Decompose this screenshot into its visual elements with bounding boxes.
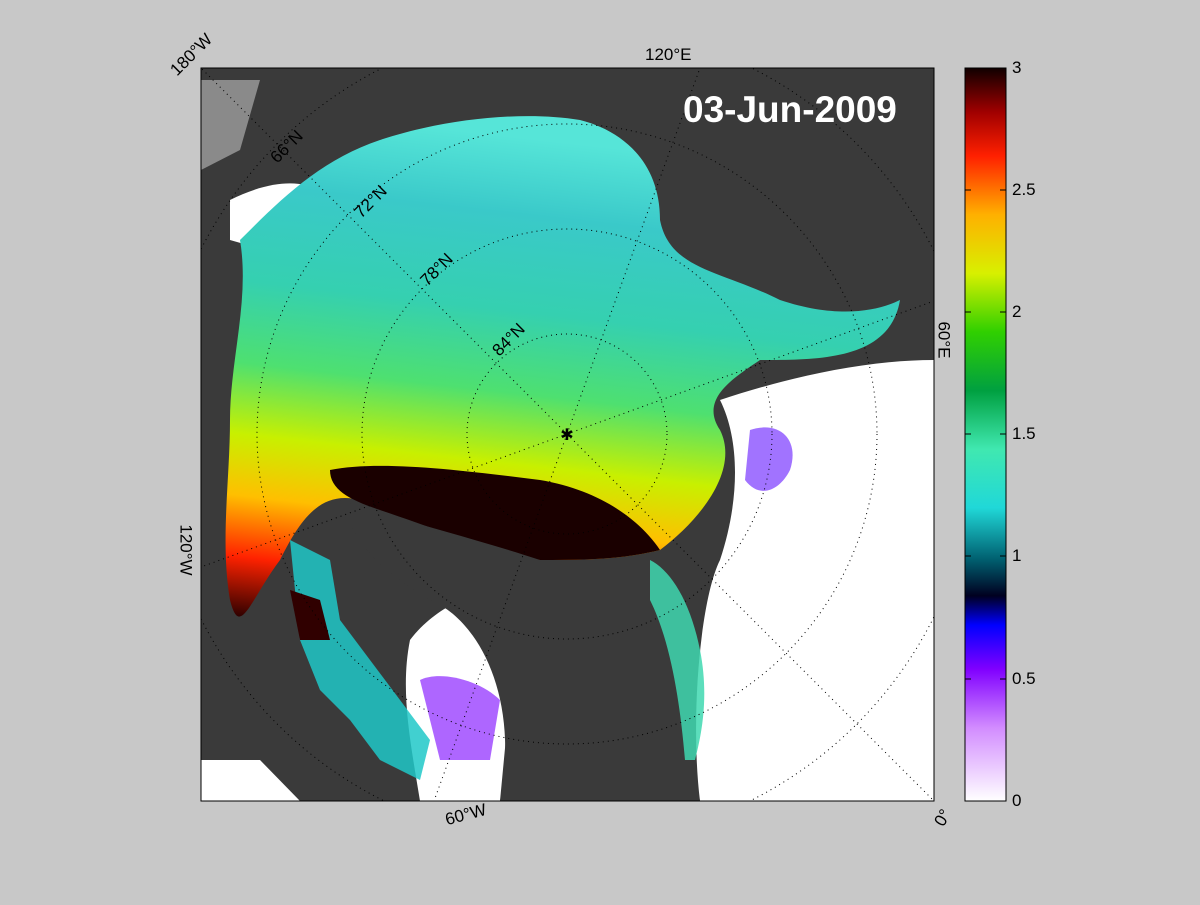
colorbar-tick-3: 3 (1012, 58, 1022, 77)
archipelago-thick-channel (290, 590, 330, 640)
colorbar-tick-1-5: 1.5 (1012, 424, 1036, 443)
colorbar-tick-2: 2 (1012, 302, 1022, 321)
greenland (340, 500, 700, 801)
latitude-circles (201, 68, 934, 801)
colorbar-tick-marks (965, 189, 1006, 680)
date-label: 03-Jun-2009 (683, 89, 897, 130)
lon-label-120w: 120°W (176, 524, 196, 576)
colorbar-tick-2-5: 2.5 (1012, 180, 1036, 199)
colorbar (964, 67, 1007, 802)
open-ocean-atlantic (696, 360, 934, 801)
north-pole-marker: ✱ (560, 427, 573, 444)
baffin-purple-ice (420, 676, 500, 760)
colorbar-gradient (964, 67, 1007, 802)
colorbar-tick-0-5: 0.5 (1012, 669, 1036, 688)
archipelago-channels (290, 540, 430, 780)
lon-label-120e: 120°E (645, 45, 692, 64)
gray-shelf-land (201, 80, 260, 170)
colorbar-tick-0: 0 (1012, 791, 1022, 810)
map-frame (200, 67, 935, 802)
barents-purple-ice (745, 427, 793, 491)
thick-ice-zone (330, 465, 660, 560)
map-area: ✱ (201, 68, 934, 801)
meridian-lines (201, 68, 934, 801)
lon-label-60e: 60°E (934, 321, 954, 359)
open-ocean-bottom-left (201, 760, 300, 801)
colorbar-tick-1: 1 (1012, 546, 1022, 565)
greenland-east-ice (650, 560, 705, 760)
